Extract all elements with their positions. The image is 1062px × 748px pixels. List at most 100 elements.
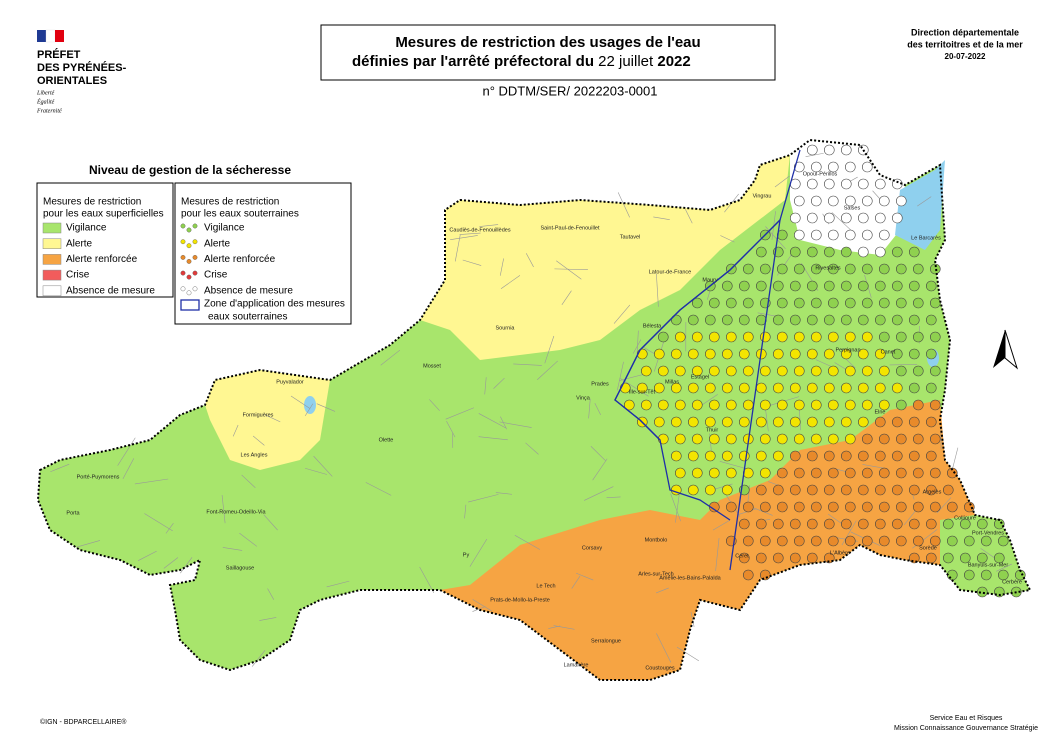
commune-border	[606, 496, 621, 498]
groundwater-dot	[670, 416, 682, 428]
place-label: Perpignan	[835, 347, 860, 353]
place-label: Vinça	[576, 395, 591, 401]
commune-border	[556, 260, 582, 280]
groundwater-dot	[823, 484, 835, 496]
org: Direction départementale	[911, 27, 1019, 37]
legend-label: Absence de mesure	[204, 285, 293, 296]
commune-border	[632, 339, 642, 354]
commune-border	[537, 360, 558, 380]
commune-border	[472, 606, 486, 612]
groundwater-dot	[725, 365, 737, 377]
legend-swatch	[42, 222, 62, 234]
legend-dot	[192, 270, 198, 276]
groundwater-dot	[725, 331, 737, 343]
place-label: Mosset	[423, 363, 441, 369]
place-label: Elne	[874, 409, 885, 415]
groundwater-dot	[742, 501, 754, 513]
legend-label: Vigilance	[204, 223, 245, 234]
groundwater-dot	[810, 501, 822, 513]
commune-border	[484, 377, 487, 395]
groundwater-dot	[823, 212, 835, 224]
groundwater-dot	[827, 501, 839, 513]
footer: ©IGN - BDPARCELLAIRE®	[40, 718, 127, 726]
groundwater-dot	[810, 229, 822, 241]
groundwater-dot	[653, 382, 665, 394]
groundwater-dot	[806, 178, 818, 190]
groundwater-dot	[929, 331, 941, 343]
groundwater-dot	[891, 450, 903, 462]
place-label: Salses	[844, 205, 861, 211]
groundwater-dot	[674, 365, 686, 377]
groundwater-dot	[772, 382, 784, 394]
legend-box	[174, 182, 352, 325]
commune-border	[259, 617, 277, 621]
groundwater-dot	[742, 535, 754, 547]
north-arrow	[993, 330, 1005, 368]
groundwater-dot	[861, 365, 873, 377]
groundwater-dot	[657, 365, 669, 377]
commune-border	[222, 547, 243, 551]
groundwater-dot	[793, 433, 805, 445]
place-label: Serralongue	[591, 638, 621, 644]
logo: DES PYRÉNÉES-	[37, 61, 127, 74]
legend-label: Vigilance	[66, 223, 107, 234]
groundwater-dot	[929, 263, 941, 275]
commune-border	[380, 349, 401, 366]
lake	[304, 396, 316, 414]
commune-border	[290, 395, 311, 409]
groundwater-dot	[912, 535, 924, 547]
commune-border	[472, 599, 492, 612]
groundwater-dot	[721, 484, 733, 496]
groundwater-dot	[942, 484, 954, 496]
groundwater-dot	[657, 399, 669, 411]
groundwater-dot	[708, 467, 720, 479]
groundwater-dot	[755, 382, 767, 394]
groundwater-dot	[670, 450, 682, 462]
title: définies par l'arrêté préfectoral du	[352, 53, 594, 70]
place-label: Caudiès-de-Fenouillèdes	[449, 227, 510, 233]
groundwater-dot	[691, 331, 703, 343]
groundwater-dot	[925, 416, 937, 428]
groundwater-dot	[793, 229, 805, 241]
groundwater-dot	[827, 263, 839, 275]
lagoon	[895, 160, 945, 250]
groundwater-dot	[891, 246, 903, 258]
map-area: Vingrau Opoul-Périllos Salses Rivesaltes Per…	[36, 138, 1032, 681]
commune-border	[313, 455, 333, 477]
commune-border	[617, 192, 630, 218]
commune-border	[117, 437, 136, 466]
groundwater-dot	[857, 348, 869, 360]
legend-label: eaux souterraines	[208, 312, 288, 323]
commune-border	[525, 442, 539, 455]
commune-border	[616, 361, 624, 391]
groundwater-dot	[840, 484, 852, 496]
commune-border	[462, 259, 482, 266]
groundwater-dot	[912, 433, 924, 445]
groundwater-dot	[861, 263, 873, 275]
groundwater-dot	[874, 416, 886, 428]
groundwater-dot	[810, 467, 822, 479]
flag	[55, 30, 64, 42]
groundwater-dot	[929, 467, 941, 479]
legend-title: Niveau de gestion de la sécheresse	[89, 163, 291, 177]
groundwater-dot	[878, 399, 890, 411]
groundwater-dot	[772, 280, 784, 292]
commune-border	[493, 377, 505, 389]
commune-border	[653, 216, 670, 221]
place-label: Tautavel	[620, 234, 641, 240]
place-label: Arles-sur-Tech	[638, 571, 673, 577]
place-label: Cerbère	[1002, 579, 1022, 585]
place-label: Maury	[702, 277, 718, 283]
groundwater-dot	[929, 535, 941, 547]
groundwater-dot	[844, 331, 856, 343]
groundwater-dot	[738, 348, 750, 360]
groundwater-dot	[861, 297, 873, 309]
groundwater-dot	[691, 433, 703, 445]
department-border	[36, 138, 1032, 681]
commune-border	[267, 588, 275, 600]
groundwater-dot	[878, 535, 890, 547]
groundwater-dot	[925, 382, 937, 394]
motto: Égalité	[36, 97, 55, 105]
groundwater-dot	[844, 297, 856, 309]
groundwater-dot	[878, 229, 890, 241]
